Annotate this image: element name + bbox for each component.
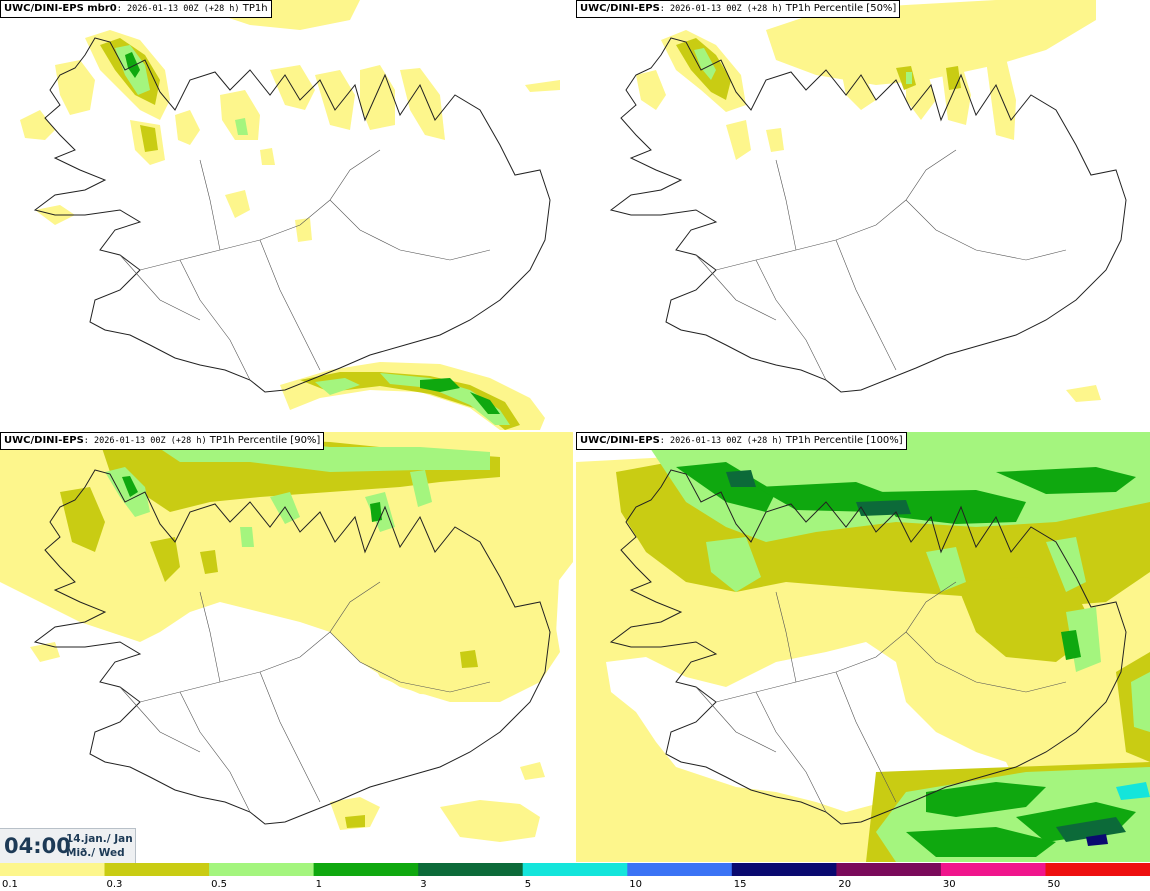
panel-title-info: : 2026-01-13 00Z (+28 h) [659,4,783,14]
legend-label: 5 [525,879,531,890]
legend-swatch [313,863,419,876]
panel-title-prefix: UWC/DINI-EPS [580,435,660,446]
valid-time-weekday: Mið./ Wed [66,847,125,859]
panel-title-info: : 2026-01-13 00Z (+28 h) [659,436,783,446]
valid-time-date: 14.jan./ Jan [66,833,133,845]
precip-cyan [1116,782,1150,800]
panel-title-var: TP1h Percentile [50%] [782,3,897,14]
precip-map-p50 [609,0,1127,402]
panel-title-prefix: UWC/DINI-EPS mbr0 [4,3,117,14]
map-panel-p100: UWC/DINI-EPS: 2026-01-13 00Z (+28 h) TP1… [576,432,1150,862]
coastline [33,37,551,393]
legend-swatch [940,863,1046,876]
precip-strong [676,462,1136,857]
legend-swatch [836,863,942,876]
panel-title-prefix: UWC/DINI-EPS [4,435,84,446]
precip-strong [122,476,382,522]
rivers-roads [695,149,1067,381]
panel-title-var: TP1h Percentile [90%] [206,435,321,446]
legend-swatch [0,863,105,876]
panel-title: UWC/DINI-EPS: 2026-01-13 00Z (+28 h) TP1… [576,432,907,450]
legend-label: 20 [838,879,851,890]
legend-label: 10 [629,879,642,890]
legend-label: 1 [316,879,322,890]
precip-map-p90 [0,432,573,842]
panel-title: UWC/DINI-EPS mbr0: 2026-01-13 00Z (+28 h… [0,0,272,18]
rivers-roads [119,149,491,381]
coastline [609,37,1127,393]
color-scale-legend: 0.1 0.3 0.5 1 3 5 10 15 20 30 50 [0,863,1150,891]
panel-title-prefix: UWC/DINI-EPS [580,3,660,14]
panel-title-var: TP1h Percentile [100%] [782,435,903,446]
precip-map-p100 [576,432,1150,862]
legend-label: 30 [943,879,956,890]
rivers-roads [695,581,1067,813]
valid-time-box: 04:00 14.jan./ Jan Mið./ Wed [0,828,136,863]
legend-label: 15 [734,879,747,890]
precip-light [20,0,560,430]
legend-swatch [418,863,524,876]
precip-heavy [694,48,912,84]
panel-title-info: : 2026-01-13 00Z (+28 h) [83,436,207,446]
legend-label: 0.1 [2,879,18,890]
legend-swatch [104,863,210,876]
precip-none [606,642,1016,812]
legend-swatch [731,863,837,876]
map-panel-p90: UWC/DINI-EPS: 2026-01-13 00Z (+28 h) TP1… [0,432,573,862]
panel-title: UWC/DINI-EPS: 2026-01-13 00Z (+28 h) TP1… [0,432,325,450]
map-panel-mbr0: UWC/DINI-EPS mbr0: 2026-01-13 00Z (+28 h… [0,0,573,430]
panel-title: UWC/DINI-EPS: 2026-01-13 00Z (+28 h) TP1… [576,0,901,18]
coastline [33,469,551,825]
legend-swatch [209,863,315,876]
legend-label: 50 [1048,879,1061,890]
precip-very-strong [726,470,1126,842]
panel-title-info: : 2026-01-13 00Z (+28 h) [116,4,240,14]
coastline [609,469,1127,825]
legend-swatch [1045,863,1150,876]
legend-label: 3 [420,879,426,890]
panel-title-var: TP1h [239,3,268,14]
precip-strong [125,52,500,414]
legend-swatch [627,863,733,876]
rivers-roads [119,581,491,813]
precip-extreme [1086,834,1108,846]
map-panel-p50: UWC/DINI-EPS: 2026-01-13 00Z (+28 h) TP1… [576,0,1150,430]
legend-label: 0.5 [211,879,227,890]
legend-svg: 0.1 0.3 0.5 1 3 5 10 15 20 30 50 [0,863,1150,890]
valid-time-clock: 04:00 [4,834,71,858]
precip-map-mbr0 [20,0,560,430]
legend-label: 0.3 [107,879,123,890]
legend-swatch [522,863,628,876]
